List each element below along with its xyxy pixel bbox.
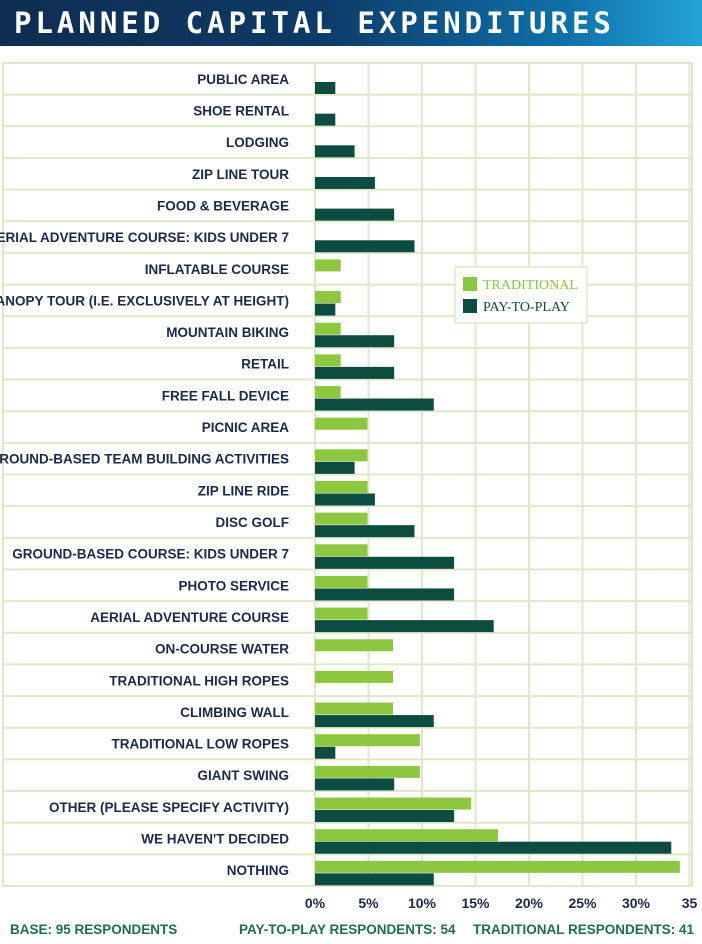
category-label: PICNIC AREA [202, 420, 290, 435]
bar-pay-to-play [315, 208, 395, 221]
bar-traditional [315, 670, 394, 683]
bar-pay-to-play [315, 82, 336, 94]
category-label: AERIAL ADVENTURE COURSE [90, 610, 289, 625]
category-label: AERIAL ADVENTURE COURSE: KIDS UNDER 7 [0, 230, 289, 245]
legend-swatch-traditional [463, 277, 477, 291]
x-tick-label: 0% [305, 895, 326, 911]
footer-pay-to-play-respondents: PAY-TO-PLAY RESPONDENTS: 54 [239, 922, 456, 937]
footer-traditional-respondents: TRADITIONAL RESPONDENTS: 41 [472, 922, 694, 937]
bar-chart: PUBLIC AREA SHOE RENTAL LODGING ZIP LINE TO… [0, 62, 698, 911]
bar-pay-to-play [315, 746, 336, 759]
bar-pay-to-play [315, 366, 395, 379]
legend-swatch-pay-to-play [463, 299, 477, 313]
category-label: NOTHING [227, 863, 289, 878]
bar-traditional [315, 449, 368, 462]
bar-traditional [315, 259, 341, 272]
category-label: DISC GOLF [216, 515, 290, 530]
bar-traditional [315, 765, 420, 778]
category-label: OTHER (PLEASE SPECIFY ACTIVITY) [49, 800, 289, 815]
x-tick-label: 10% [408, 895, 437, 911]
category-label: ZIP LINE TOUR [192, 167, 289, 182]
footer-base-respondents: BASE: 95 RESPONDENTS [10, 922, 178, 937]
bar-traditional [315, 639, 394, 652]
category-label: GROUND-BASED COURSE: KIDS UNDER 7 [12, 547, 289, 562]
category-label: TRADITIONAL HIGH ROPES [109, 673, 289, 688]
bar-pay-to-play [315, 525, 415, 538]
category-label: GROUND-BASED TEAM BUILDING ACTIVITIES [0, 452, 289, 467]
bar-traditional [315, 860, 680, 873]
category-label: PHOTO SERVICE [178, 578, 289, 593]
category-label: GIANT SWING [198, 768, 290, 783]
legend-box [454, 266, 588, 324]
bar-traditional [315, 354, 341, 367]
x-tick-label: 25% [568, 895, 597, 911]
bar-pay-to-play [315, 303, 336, 316]
bar-pay-to-play [315, 715, 434, 728]
bar-traditional [315, 797, 472, 810]
x-tick-label: 5% [358, 895, 379, 911]
category-label: ZIP LINE RIDE [198, 483, 289, 498]
bar-traditional [315, 291, 341, 304]
bar-traditional [315, 322, 341, 335]
bar-pay-to-play [315, 873, 434, 886]
x-tick-label: 15% [461, 895, 490, 911]
category-label: ON-COURSE WATER [155, 642, 289, 657]
bar-traditional [315, 481, 368, 493]
bar-pay-to-play [315, 240, 415, 253]
bar-pay-to-play [315, 620, 494, 633]
bar-pay-to-play [315, 176, 375, 189]
bar-traditional [315, 417, 368, 430]
bar-pay-to-play [315, 810, 455, 823]
title-bar: PLANNED CAPITAL EXPENDITURES [0, 0, 702, 46]
category-label: TRADITIONAL LOW ROPES [112, 737, 290, 752]
bar-traditional [315, 734, 420, 747]
chart-title: PLANNED CAPITAL EXPENDITURES [14, 6, 615, 40]
category-label: WE HAVEN'T DECIDED [141, 832, 289, 847]
bar-pay-to-play [315, 493, 375, 506]
category-label: PUBLIC AREA [197, 72, 289, 87]
category-label: FREE FALL DEVICE [162, 388, 289, 403]
bar-pay-to-play [315, 556, 455, 569]
category-label: CANOPY TOUR (I.E. EXCLUSIVELY AT HEIGHT) [0, 293, 289, 308]
legend-label-pay-to-play: PAY-TO-PLAY [483, 300, 570, 315]
category-label: RETAIL [241, 357, 289, 372]
bar-traditional [315, 702, 394, 715]
bar-traditional [315, 386, 341, 399]
bar-pay-to-play [315, 335, 395, 348]
legend-label-traditional: TRADITIONAL [483, 278, 578, 293]
category-label: CLIMBING WALL [180, 705, 289, 720]
bar-traditional [315, 544, 368, 557]
x-tick-label: 20% [515, 895, 544, 911]
bar-pay-to-play [315, 841, 672, 854]
category-label: SHOE RENTAL [193, 103, 289, 118]
category-label: INFLATABLE COURSE [145, 262, 289, 277]
x-tick-label: 35 [682, 895, 698, 911]
category-label: FOOD & BEVERAGE [157, 198, 289, 213]
bar-traditional [315, 575, 368, 588]
bar-pay-to-play [315, 461, 355, 474]
x-tick-label: 30% [622, 895, 651, 911]
category-label: MOUNTAIN BIKING [166, 325, 289, 340]
bar-traditional [315, 512, 368, 525]
bar-pay-to-play [315, 145, 355, 158]
bar-pay-to-play [315, 588, 455, 601]
bar-traditional [315, 607, 368, 620]
bar-pay-to-play [315, 113, 336, 126]
bar-pay-to-play [315, 398, 434, 411]
bar-traditional [315, 829, 498, 842]
category-label: LODGING [226, 135, 289, 150]
bar-pay-to-play [315, 778, 395, 791]
